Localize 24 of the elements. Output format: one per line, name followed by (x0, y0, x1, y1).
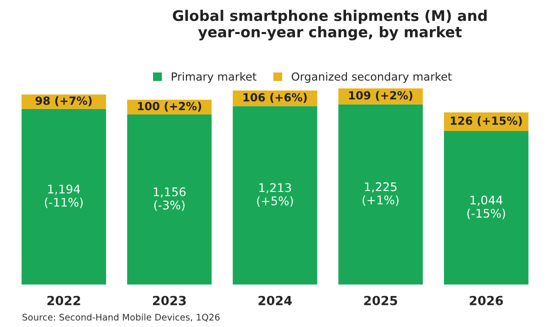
x-tick-label: 2022 (47, 296, 80, 306)
x-tick-label: 2024 (258, 296, 292, 306)
data-label: 109 (+2%) (349, 90, 412, 101)
x-tick-label: 2023 (152, 296, 186, 306)
bar (444, 130, 528, 284)
bar (338, 104, 423, 284)
data-label: 1,225 (+1%) (362, 182, 398, 206)
data-label: 1,044 (-15%) (467, 196, 506, 220)
legend-label: Organized secondary market (292, 72, 452, 83)
data-label: 98 (+7%) (36, 96, 92, 106)
legend-label: Primary market (172, 72, 256, 83)
bar (127, 114, 212, 284)
bar (22, 108, 106, 284)
bar (232, 106, 318, 284)
data-label: 126 (+15%) (450, 116, 522, 126)
data-label: 1,156 (-3%) (154, 187, 186, 211)
data-label: 106 (+6%) (244, 92, 307, 103)
chart-title: Global smartphone shipments (M) and year-on-year change, by market (172, 10, 487, 40)
data-label: 1,213 (+5%) (257, 183, 293, 207)
data-label: 1,194 (-11%) (44, 184, 83, 208)
data-label: 100 (+2%) (138, 102, 202, 112)
source-note: Source: Second-Hand Mobile Devices, 1Q26 (22, 314, 220, 322)
x-tick-label: 2026 (470, 296, 503, 306)
x-tick-label: 2025 (364, 296, 398, 306)
